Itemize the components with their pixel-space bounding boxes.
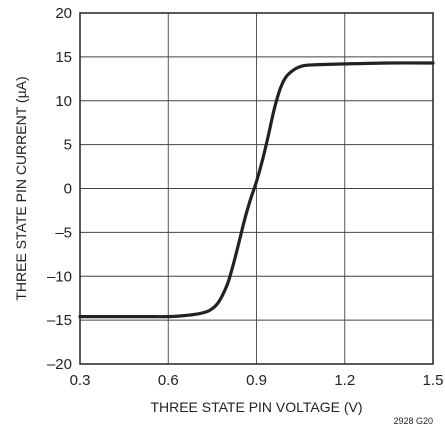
grid [80,13,433,364]
y-tick-labels: –20 –15 –10 –5 0 5 10 15 20 [47,5,72,373]
x-tick-label: 0.9 [246,372,267,389]
figure-code: 2928 G20 [393,416,433,426]
x-tick-label: 1.5 [423,372,444,389]
y-tick-label: 10 [55,93,72,110]
y-tick-label: –10 [47,268,72,285]
y-tick-label: 20 [55,5,72,22]
x-tick-labels: 0.3 0.6 0.9 1.2 1.5 [70,372,444,389]
y-tick-label: –15 [47,312,72,329]
y-axis-label: THREE STATE PIN CURRENT (µA) [13,76,29,300]
series-line [78,61,435,319]
y-tick-label: 0 [64,181,72,198]
x-tick-label: 1.2 [334,372,355,389]
y-tick-label: –5 [55,224,72,241]
y-tick-label: 5 [64,137,72,154]
x-tick-label: 0.6 [158,372,179,389]
x-tick-label: 0.3 [70,372,91,389]
x-axis-label: THREE STATE PIN VOLTAGE (V) [150,399,362,415]
plot-frame [79,12,434,365]
y-tick-label: 15 [55,49,72,66]
y-tick-label: –20 [47,356,72,373]
